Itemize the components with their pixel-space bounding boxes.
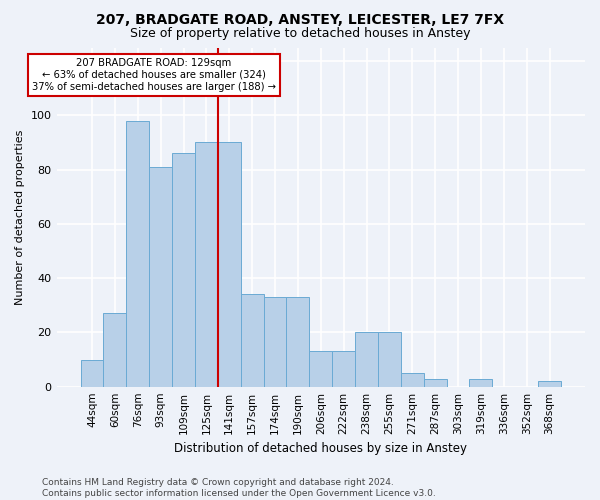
Bar — [263, 297, 286, 386]
Bar — [355, 332, 378, 386]
Bar — [149, 167, 172, 386]
Bar — [103, 314, 127, 386]
Bar — [286, 297, 310, 386]
Text: Size of property relative to detached houses in Anstey: Size of property relative to detached ho… — [130, 28, 470, 40]
Bar — [172, 154, 195, 386]
Bar — [424, 378, 446, 386]
Text: Contains HM Land Registry data © Crown copyright and database right 2024.
Contai: Contains HM Land Registry data © Crown c… — [42, 478, 436, 498]
Y-axis label: Number of detached properties: Number of detached properties — [15, 130, 25, 305]
Bar — [378, 332, 401, 386]
Text: 207 BRADGATE ROAD: 129sqm
← 63% of detached houses are smaller (324)
37% of semi: 207 BRADGATE ROAD: 129sqm ← 63% of detac… — [32, 58, 276, 92]
Bar — [80, 360, 103, 386]
Bar — [218, 142, 241, 386]
Bar — [401, 373, 424, 386]
Bar — [469, 378, 493, 386]
Bar — [310, 352, 332, 386]
X-axis label: Distribution of detached houses by size in Anstey: Distribution of detached houses by size … — [174, 442, 467, 455]
Bar — [332, 352, 355, 386]
Bar — [195, 142, 218, 386]
Bar — [127, 121, 149, 386]
Bar — [241, 294, 263, 386]
Bar — [538, 382, 561, 386]
Text: 207, BRADGATE ROAD, ANSTEY, LEICESTER, LE7 7FX: 207, BRADGATE ROAD, ANSTEY, LEICESTER, L… — [96, 12, 504, 26]
